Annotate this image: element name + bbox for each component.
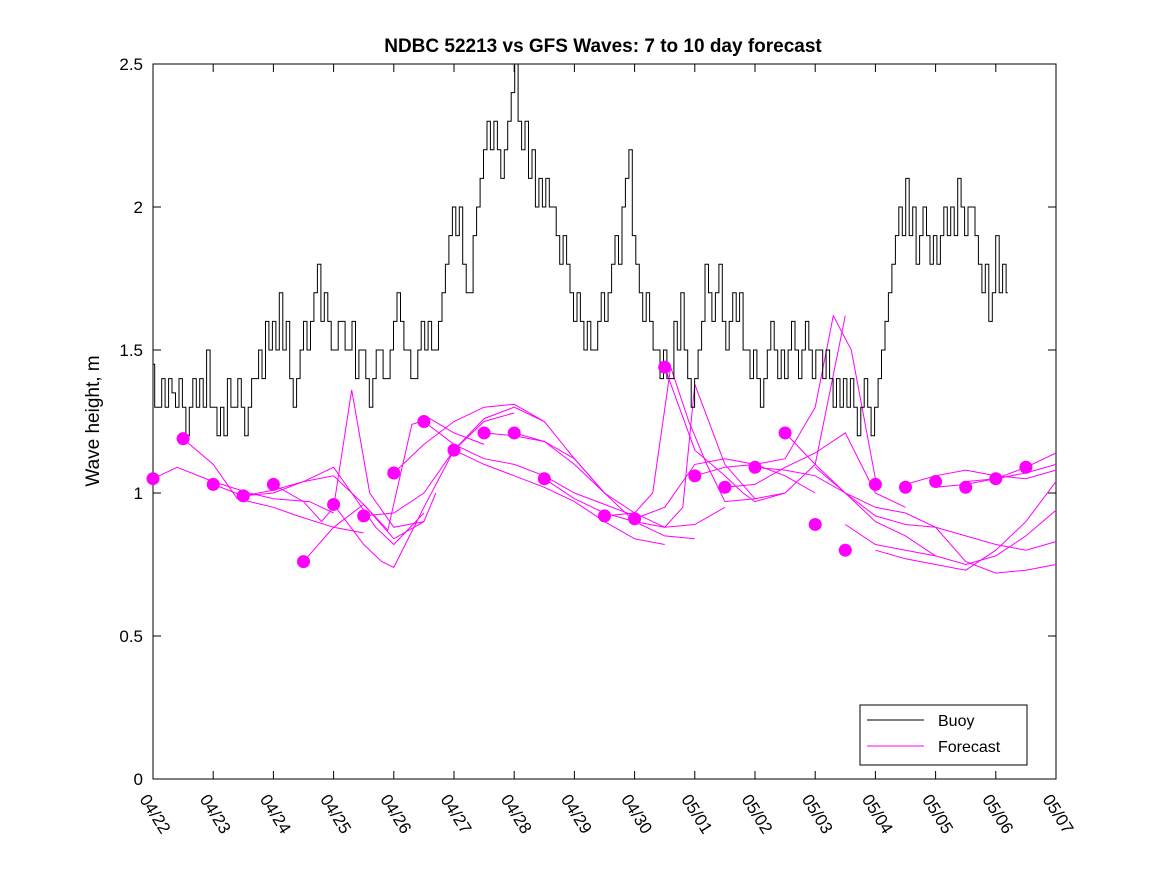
- forecast-run-line: [634, 458, 816, 520]
- forecast-point: [718, 480, 732, 494]
- forecast-run-line: [965, 463, 1057, 483]
- forecast-point: [628, 512, 642, 526]
- forecast-point: [266, 477, 280, 491]
- y-tick-label: 1: [134, 484, 143, 503]
- forecast-point: [959, 480, 973, 494]
- forecast-point: [688, 469, 702, 483]
- forecast-point: [778, 426, 792, 440]
- forecast-run-line: [303, 418, 485, 562]
- forecast-run-line: [544, 384, 756, 528]
- legend: Buoy Forecast: [859, 704, 1028, 766]
- forecast-point: [658, 360, 672, 374]
- forecast-point: [989, 472, 1003, 486]
- y-tick-label: 0.5: [119, 627, 143, 646]
- forecast-point: [447, 443, 461, 457]
- forecast-run-line: [243, 475, 437, 540]
- forecast-point: [507, 426, 521, 440]
- forecast-point: [748, 460, 762, 474]
- forecast-run-line: [333, 412, 515, 569]
- forecast-point: [899, 480, 912, 494]
- forecast-run-line: [875, 481, 1057, 571]
- forecast-run-line: [845, 509, 1057, 566]
- y-axis-label: Wave height, m: [83, 355, 104, 486]
- forecast-point: [236, 489, 250, 503]
- axes-box: [152, 63, 1057, 780]
- forecast-run-line: [393, 403, 605, 494]
- forecast-run-line: [905, 469, 1057, 485]
- forecast-point: [537, 472, 551, 486]
- forecast-point: [868, 477, 882, 491]
- y-tick-label: 1.5: [119, 341, 143, 360]
- forecast-point: [477, 426, 491, 440]
- forecast-run-line: [152, 466, 334, 514]
- forecast-point: [598, 509, 611, 523]
- forecast-run-line: [814, 466, 1057, 551]
- forecast-point: [327, 497, 341, 511]
- forecast-point: [417, 415, 431, 428]
- forecast-point: [357, 509, 371, 523]
- y-tick-label: 2: [134, 198, 143, 217]
- forecast-run-line: [604, 367, 786, 517]
- forecast-run-line: [514, 432, 726, 528]
- forecast-run-line: [784, 432, 1057, 574]
- forecast-run-line: [664, 315, 846, 503]
- forecast-run-line: [694, 314, 876, 479]
- y-tick-label: 2.5: [119, 55, 143, 74]
- forecast-point: [838, 543, 852, 557]
- forecast-point: [176, 432, 190, 446]
- legend-box: [859, 704, 1028, 766]
- forecast-point: [297, 555, 310, 569]
- legend-forecast-label: Forecast: [938, 739, 1001, 756]
- forecast-point: [929, 475, 943, 489]
- forecast-point: [387, 466, 401, 480]
- forecast-run-line: [213, 466, 425, 546]
- chart-title: NDBC 52213 vs GFS Waves: 7 to 10 day for…: [384, 36, 822, 57]
- buoy-line: [153, 63, 1008, 437]
- forecast-point: [1019, 460, 1033, 474]
- y-tick-label: 0: [134, 770, 143, 789]
- forecast-point: [206, 477, 220, 491]
- legend-buoy-label: Buoy: [938, 713, 974, 730]
- forecast-run-line: [453, 449, 665, 545]
- forecast-point: [808, 517, 822, 531]
- forecast-run-line: [724, 432, 906, 508]
- forecast-point: [146, 472, 160, 486]
